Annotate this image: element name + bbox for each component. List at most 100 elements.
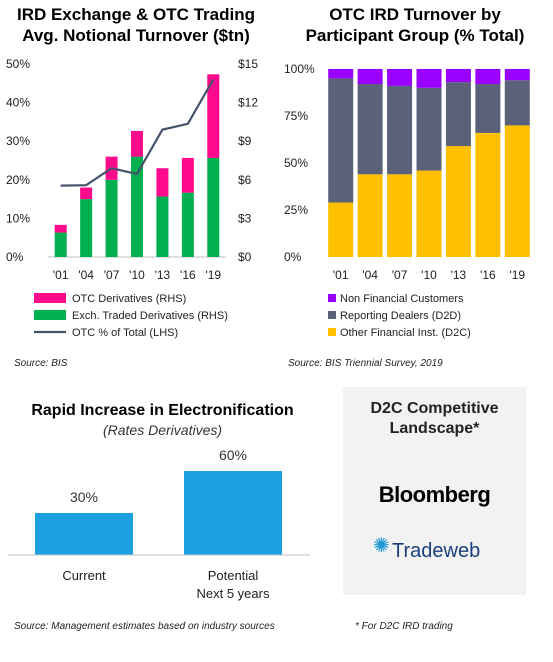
chart2-x-tick-label: '01 xyxy=(333,268,349,282)
chart2-bar-segment xyxy=(328,78,354,203)
chart3-svg: 30% Current 60% Potential Next 5 years xyxy=(8,447,310,601)
chart1-left-tick-label: 40% xyxy=(6,96,30,110)
chart2-bar-segment xyxy=(504,80,530,126)
chart1-source: Source: BIS xyxy=(14,358,68,369)
chart2-title: OTC IRD Turnover by Participant Group (%… xyxy=(285,4,545,46)
chart1-left-tick-label: 10% xyxy=(6,211,30,225)
chart1-bar-exch xyxy=(181,192,194,257)
chart2-y-tick-label: 75% xyxy=(284,109,308,123)
chart1-legend-label: OTC Derivatives (RHS) xyxy=(72,293,186,305)
chart2-y-tick-label: 50% xyxy=(284,156,308,170)
chart2-x-tick-label: '19 xyxy=(509,268,525,282)
chart1-x-tick-label: '19 xyxy=(205,268,221,282)
chart1-bar-exch xyxy=(105,179,118,257)
panel-footnote: * For D2C IRD trading xyxy=(355,621,453,632)
chart2-x-tick-label: '07 xyxy=(392,268,408,282)
panel-title-line1: D2C Competitive xyxy=(370,400,499,417)
chart2-bar-segment xyxy=(416,87,442,171)
chart2-bar-segment xyxy=(475,84,501,133)
chart2-bar-segment xyxy=(387,85,413,175)
chart2-bar-segment xyxy=(475,69,501,85)
chart1-x-tick-label: '04 xyxy=(78,268,94,282)
chart1-bar-exch xyxy=(80,199,93,257)
chart1-bar-otc xyxy=(80,187,93,200)
panel-title: D2C Competitive Landscape* xyxy=(343,399,526,439)
chart3-bar xyxy=(35,513,133,555)
chart2-legend-label: Other Financial Inst. (D2C) xyxy=(340,327,471,339)
chart2-y-tick-label: 0% xyxy=(284,250,302,264)
chart1-bar-otc xyxy=(131,130,143,157)
chart2-bar-segment xyxy=(445,82,471,147)
chart3-data-label: 60% xyxy=(219,447,247,463)
chart2-bar-segment xyxy=(504,69,530,81)
chart2-bar-segment xyxy=(445,69,471,83)
chart1-legend-label: Exch. Traded Derivatives (RHS) xyxy=(72,310,228,322)
chart1-bar-exch xyxy=(131,156,143,257)
tradeweb-logo-text: Tradeweb xyxy=(392,540,481,562)
chart1-x-tick-label: '16 xyxy=(180,268,196,282)
chart3-category-label: Potential xyxy=(208,568,259,583)
chart2-x-tick-label: '16 xyxy=(480,268,496,282)
chart1-bar-otc xyxy=(207,74,220,158)
chart2-bar-segment xyxy=(387,174,413,257)
chart1-bar-exch xyxy=(207,157,220,257)
chart2-x-tick-label: '04 xyxy=(362,268,378,282)
chart1-right-tick-label: $6 xyxy=(238,173,252,187)
chart1-bar-exch xyxy=(54,232,67,257)
chart3-title: Rapid Increase in Electronification xyxy=(31,402,294,419)
chart2-bar-segment xyxy=(504,125,530,258)
chart2-bar-segment xyxy=(328,69,354,79)
chart2-bar-segment xyxy=(357,174,383,257)
chart1-right-tick-label: $0 xyxy=(238,250,252,264)
chart3-subtitle: (Rates Derivatives) xyxy=(102,422,223,438)
tradeweb-star-icon: ✺ xyxy=(373,535,390,557)
bloomberg-logo: Bloomberg xyxy=(378,482,491,507)
chart2-x-tick-label: '10 xyxy=(421,268,437,282)
chart3-category-label: Next 5 years xyxy=(197,586,270,601)
chart1-right-tick-label: $12 xyxy=(238,96,258,110)
chart2-bar-segment xyxy=(475,132,501,257)
chart2-bar-segment xyxy=(328,202,354,257)
chart1-left-tick-label: 20% xyxy=(6,173,30,187)
chart3-bar xyxy=(184,471,282,555)
chart1-bar-otc xyxy=(54,224,67,233)
chart2-y-tick-label: 100% xyxy=(284,62,315,76)
chart1-x-tick-label: '13 xyxy=(155,268,171,282)
chart2-legend-swatch xyxy=(328,311,336,319)
chart1-x-tick-label: '07 xyxy=(104,268,120,282)
chart1-left-tick-label: 0% xyxy=(6,250,24,264)
chart1-bar-exch xyxy=(156,196,169,257)
chart1-legend-label: OTC % of Total (LHS) xyxy=(72,327,178,339)
chart1-bar-otc xyxy=(181,157,194,193)
chart1-right-tick-label: $15 xyxy=(238,57,258,71)
chart1-x-tick-label: '10 xyxy=(129,268,145,282)
chart1-bar-otc xyxy=(156,168,169,197)
chart1-title-text: IRD Exchange & OTC Trading Avg. Notional… xyxy=(16,5,256,45)
chart2-bar-segment xyxy=(387,69,413,86)
chart2-source: Source: BIS Triennial Survey, 2019 xyxy=(288,358,443,369)
chart1-line-otc-pct xyxy=(60,78,215,187)
chart2-title-text: OTC IRD Turnover by Participant Group (%… xyxy=(305,5,525,45)
chart2-legend-label: Non Financial Customers xyxy=(340,293,464,305)
chart2-legend-swatch xyxy=(328,328,336,336)
chart2-bar-segment xyxy=(416,170,442,257)
chart2-legend-swatch xyxy=(328,294,336,302)
tradeweb-logo: ✺ Tradeweb xyxy=(373,535,513,567)
chart1-svg: 0% 10% 20% 30% 40% 50% $0 $3 $6 $9 $12 $15 '01 '04 '07… xyxy=(6,57,258,339)
chart2-y-tick-label: 25% xyxy=(284,203,308,217)
panel-title-line2: Landscape* xyxy=(389,420,480,437)
chart3-category-label: Current xyxy=(62,568,106,583)
chart1-legend-swatch xyxy=(34,310,66,320)
chart1-legend-swatch xyxy=(34,293,66,303)
chart2-bar-segment xyxy=(416,69,442,88)
chart1-left-tick-label: 30% xyxy=(6,134,30,148)
chart3-data-label: 30% xyxy=(70,489,98,505)
chart1-right-tick-label: $9 xyxy=(238,134,252,148)
chart2-bar-segment xyxy=(357,84,383,175)
chart1-x-tick-label: '01 xyxy=(53,268,69,282)
chart1-title: IRD Exchange & OTC Trading Avg. Notional… xyxy=(4,4,268,46)
chart3-source: Source: Management estimates based on in… xyxy=(14,621,275,632)
chart2-svg: 0% 25% 50% 75% 100% '01 '04 '07 '10 '13 '16 '19 Non … xyxy=(284,62,530,339)
chart1-left-tick-label: 50% xyxy=(6,57,30,71)
chart2-x-tick-label: '13 xyxy=(451,268,467,282)
